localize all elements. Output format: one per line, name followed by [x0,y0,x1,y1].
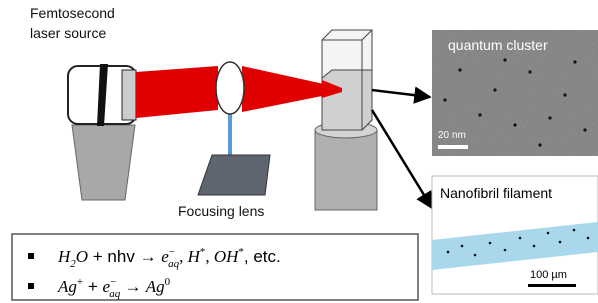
holder [315,130,377,210]
arrow [372,110,432,208]
lens [216,62,244,114]
bullet [28,253,34,259]
bullet [28,283,34,289]
equation-part: − [110,276,116,288]
equation-part: O [76,247,88,266]
equation-part: − [169,246,175,258]
equation-part: , etc. [244,247,281,266]
arrow [372,90,430,97]
cuvette-liquid [322,70,372,130]
panel-title: Nanofibril filament [440,185,552,201]
diagram: Femtosecond laser source Focusing lens q… [0,0,598,303]
equation-part: , [179,247,188,266]
laser-cap [122,70,136,120]
scale-label: 100 µm [530,269,567,281]
source-label: laser source [30,25,106,41]
equation-part: 0 [165,276,171,288]
equation-part: aq [109,288,121,300]
scale-label: 20 nm [438,130,466,141]
equation-part: Ag [57,277,77,296]
source-stand [72,125,135,200]
scale-bar [528,284,576,287]
equation-part: → [120,277,146,296]
equation-part: + [83,277,102,296]
equation-part: , [205,247,214,266]
equation-part: + nhv → [88,247,161,266]
lens-label: Focusing lens [178,203,264,219]
source-label: Femtosecond [30,5,115,21]
equation-part: OH [214,247,240,266]
scale-bar [438,145,468,149]
panel-title: quantum cluster [448,37,548,53]
beam [136,66,218,118]
equation-part: aq [168,258,180,270]
equation-part: Ag [145,277,165,296]
lens-base [198,155,270,195]
